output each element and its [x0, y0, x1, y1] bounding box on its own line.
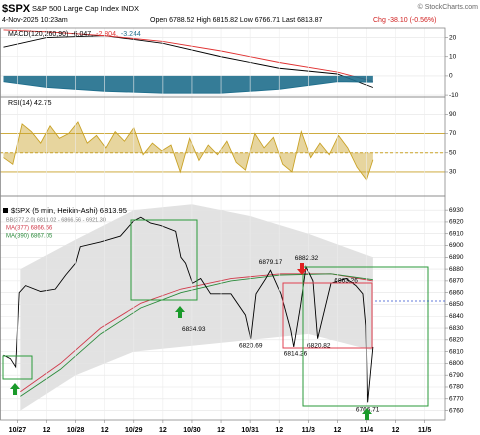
series-line: [3, 121, 374, 181]
y-tick-label: 6850: [449, 301, 464, 308]
y-tick-label: 10: [449, 53, 457, 60]
y-tick-label: 50: [449, 149, 457, 156]
annotation: 6814.26: [284, 350, 308, 357]
legend-entry: MA(390) 6867.05: [6, 234, 53, 240]
annotation: 6834.93: [182, 326, 206, 333]
date: 4-Nov-2025 10:23am: [2, 17, 68, 24]
x-tick-label: 11/3: [302, 427, 315, 434]
x-tick-label: 12: [43, 427, 51, 434]
series-line: [3, 216, 374, 403]
y-tick-label: 6900: [449, 242, 464, 249]
up-arrow: [362, 408, 372, 420]
box: [2, 355, 33, 380]
annotation: 6882.32: [295, 255, 319, 262]
legend-title: MACD(120,260,90): [8, 31, 68, 38]
y-tick-label: 6860: [449, 289, 464, 296]
legend-title: $SPX (5 min, Heikin-Ashi) 6813.95: [11, 206, 127, 215]
y-tick-label: -10: [449, 92, 459, 99]
x-tick-label: 12: [275, 427, 283, 434]
box: [302, 266, 429, 407]
y-tick-label: 6810: [449, 348, 464, 355]
area: [3, 121, 373, 180]
y-tick-label: 6820: [449, 337, 464, 344]
legend-entry: -3.244: [121, 31, 141, 38]
x-tick-label: 11/5: [418, 427, 431, 434]
legend-swatch: [3, 208, 8, 213]
copyright: © StockCharts.com: [418, 3, 479, 11]
price-frame: [0, 195, 446, 421]
y-tick-label: 6790: [449, 372, 464, 379]
symbol: $SPX: [2, 3, 31, 15]
y-tick-label: 6800: [449, 360, 464, 367]
drawings: [2, 219, 445, 420]
legend: MACD(120,260,90) -6.047, -2.804, -3.244: [8, 31, 141, 38]
x-tick-label: 10/29: [125, 427, 143, 434]
x-tick-label: 12: [333, 427, 341, 434]
box: [130, 219, 198, 301]
up-arrow: [10, 383, 20, 395]
y-tick-label: 6830: [449, 325, 464, 332]
security-name: S&P 500 Large Cap Index INDX: [32, 4, 139, 13]
annotation: 6820.82: [307, 343, 331, 350]
y-tick-label: 0: [449, 73, 453, 80]
y-tick-label: 30: [449, 169, 457, 176]
x-tick-label: 12: [159, 427, 167, 434]
legend-entry: -6.047,: [71, 31, 93, 38]
x-tick-label: 10/30: [183, 427, 201, 434]
x-tick-label: 12: [217, 427, 225, 434]
x-tick-label: 10/31: [241, 427, 259, 434]
quote: Open 6788.52 High 6815.82 Low 6766.71 La…: [150, 17, 323, 24]
x-tick-label: 10/27: [9, 427, 27, 434]
series-line: [20, 273, 373, 397]
y-tick-label: 6840: [449, 313, 464, 320]
legend-entry: MA(377) 6866.56: [6, 226, 53, 232]
y-tick-label: 6760: [449, 407, 464, 414]
y-tick-label: 20: [449, 34, 457, 41]
x-tick-label: 12: [101, 427, 109, 434]
y-tick-label: 70: [449, 130, 457, 137]
up-arrow: [175, 306, 185, 318]
box: [282, 282, 373, 349]
x-tick-label: 12: [392, 427, 400, 434]
y-tick-label: 6780: [449, 384, 464, 391]
x-tick-label: 10/28: [67, 427, 85, 434]
y-tick-label: 90: [449, 111, 457, 118]
change: Chg -38.10 (-0.56%): [373, 17, 436, 24]
bollinger-band: [20, 204, 373, 411]
annotation: 6879.17: [259, 259, 283, 266]
annotation: 6863.26: [334, 278, 358, 285]
y-tick-label: 6870: [449, 278, 464, 285]
y-tick-label: 6910: [449, 230, 464, 237]
y-tick-label: 6880: [449, 266, 464, 273]
legend-title: RSI(14) 42.75: [8, 100, 52, 107]
y-tick-label: 6930: [449, 207, 464, 214]
panel-frames: [0, 27, 446, 421]
y-tick-label: 6770: [449, 395, 464, 402]
y-tick-label: 6890: [449, 254, 464, 261]
x-tick-label: 11/4: [360, 427, 373, 434]
annotation: 6820.69: [239, 343, 263, 350]
down-arrow: [297, 263, 307, 275]
y-tick-label: 6920: [449, 219, 464, 226]
legend-entry: -2.804,: [96, 31, 118, 38]
legend-entry: BB(377,2.0) 6811.02 - 6866.56 - 6921.30: [6, 217, 106, 223]
